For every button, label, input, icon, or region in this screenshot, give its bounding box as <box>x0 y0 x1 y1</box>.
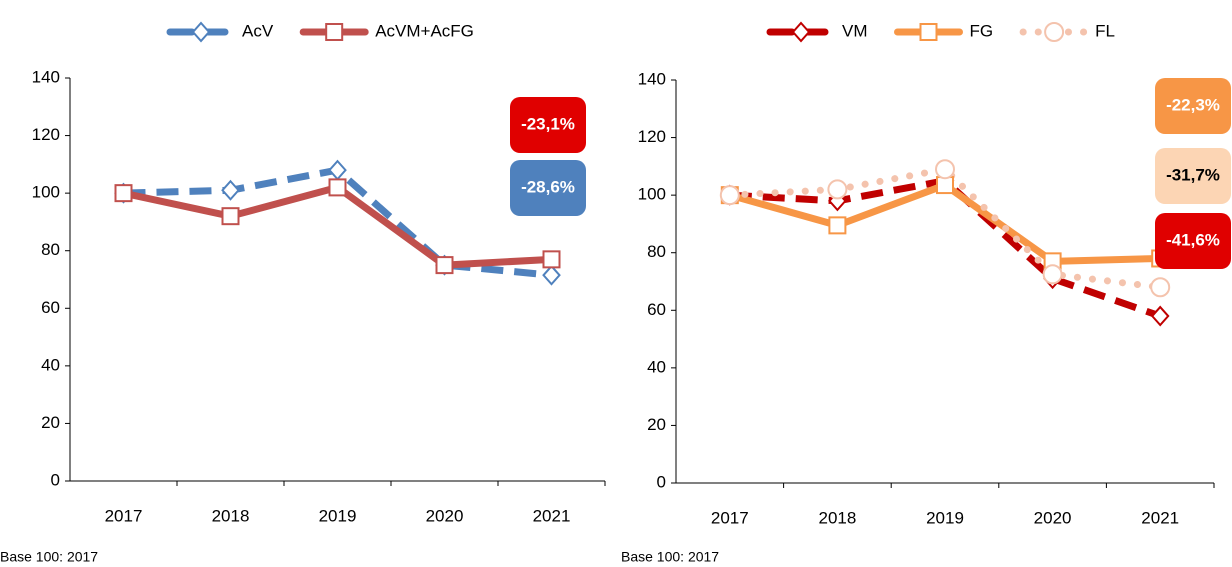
note: Base 100: 2017 <box>0 549 98 565</box>
y-tick-label: 100 <box>32 183 60 202</box>
legend-label: AcVM+AcFG <box>375 21 474 40</box>
marker <box>828 216 847 235</box>
series-line <box>728 181 1161 265</box>
x-tick-label: 2021 <box>1141 508 1179 527</box>
legend-marker <box>791 21 811 43</box>
series-line <box>729 177 1162 320</box>
annotation-label: -22,3% <box>1166 95 1220 114</box>
y-tick-label: 20 <box>647 415 666 434</box>
y-tick-label: 100 <box>638 185 666 204</box>
annotation-box <box>510 160 586 216</box>
x-tick-label: 2017 <box>711 508 749 527</box>
x-tick-label: 2019 <box>926 508 964 527</box>
y-tick-label: 40 <box>647 357 666 376</box>
y-tick-label: 120 <box>638 127 666 146</box>
y-tick-label: 80 <box>41 240 60 259</box>
marker <box>221 179 240 201</box>
y-tick-label: 80 <box>647 242 666 261</box>
legend-marker <box>1044 22 1065 42</box>
annotation-label: -31,7% <box>1166 165 1220 184</box>
annotation-box <box>510 97 586 153</box>
y-tick-label: 140 <box>638 69 666 88</box>
x-tick-label: 2018 <box>212 506 250 525</box>
annotation-label: -28,6% <box>521 177 575 196</box>
marker <box>114 184 133 203</box>
y-tick-label: 0 <box>657 472 666 491</box>
marker <box>1042 264 1063 285</box>
legend-marker <box>191 21 211 43</box>
annotation-box <box>1155 78 1231 134</box>
y-tick-label: 0 <box>51 470 60 489</box>
legend-label: AcV <box>242 21 274 40</box>
legend-label: FL <box>1095 21 1115 40</box>
x-tick-label: 2021 <box>533 506 571 525</box>
legend-marker <box>919 23 938 41</box>
annotation-label: -23,1% <box>521 114 575 133</box>
marker <box>435 256 454 275</box>
x-tick-label: 2020 <box>426 506 464 525</box>
marker <box>935 159 955 180</box>
y-tick-label: 60 <box>41 298 60 317</box>
marker <box>719 185 740 206</box>
marker <box>328 178 347 197</box>
note: Base 100: 2017 <box>621 549 719 565</box>
marker <box>221 207 240 226</box>
marker <box>1150 305 1170 327</box>
marker <box>936 176 954 195</box>
legend-label: FG <box>970 21 994 40</box>
marker <box>542 250 561 269</box>
y-tick-label: 20 <box>41 413 60 432</box>
annotation-box <box>1155 148 1231 204</box>
marker <box>1150 277 1171 298</box>
legend-marker <box>325 23 344 41</box>
annotation-label: -41,6% <box>1166 230 1220 249</box>
marker <box>542 264 561 286</box>
legend-label: VM <box>842 21 868 40</box>
x-tick-label: 2019 <box>319 506 357 525</box>
y-tick-label: 60 <box>647 300 666 319</box>
y-tick-label: 140 <box>32 67 60 86</box>
y-tick-label: 120 <box>32 125 60 144</box>
marker <box>827 179 848 200</box>
x-tick-label: 2018 <box>818 508 856 527</box>
x-tick-label: 2020 <box>1034 508 1072 527</box>
x-tick-label: 2017 <box>105 506 143 525</box>
marker <box>328 159 347 181</box>
y-tick-label: 40 <box>41 355 60 374</box>
series-line <box>122 183 552 269</box>
annotation-box <box>1155 213 1231 269</box>
